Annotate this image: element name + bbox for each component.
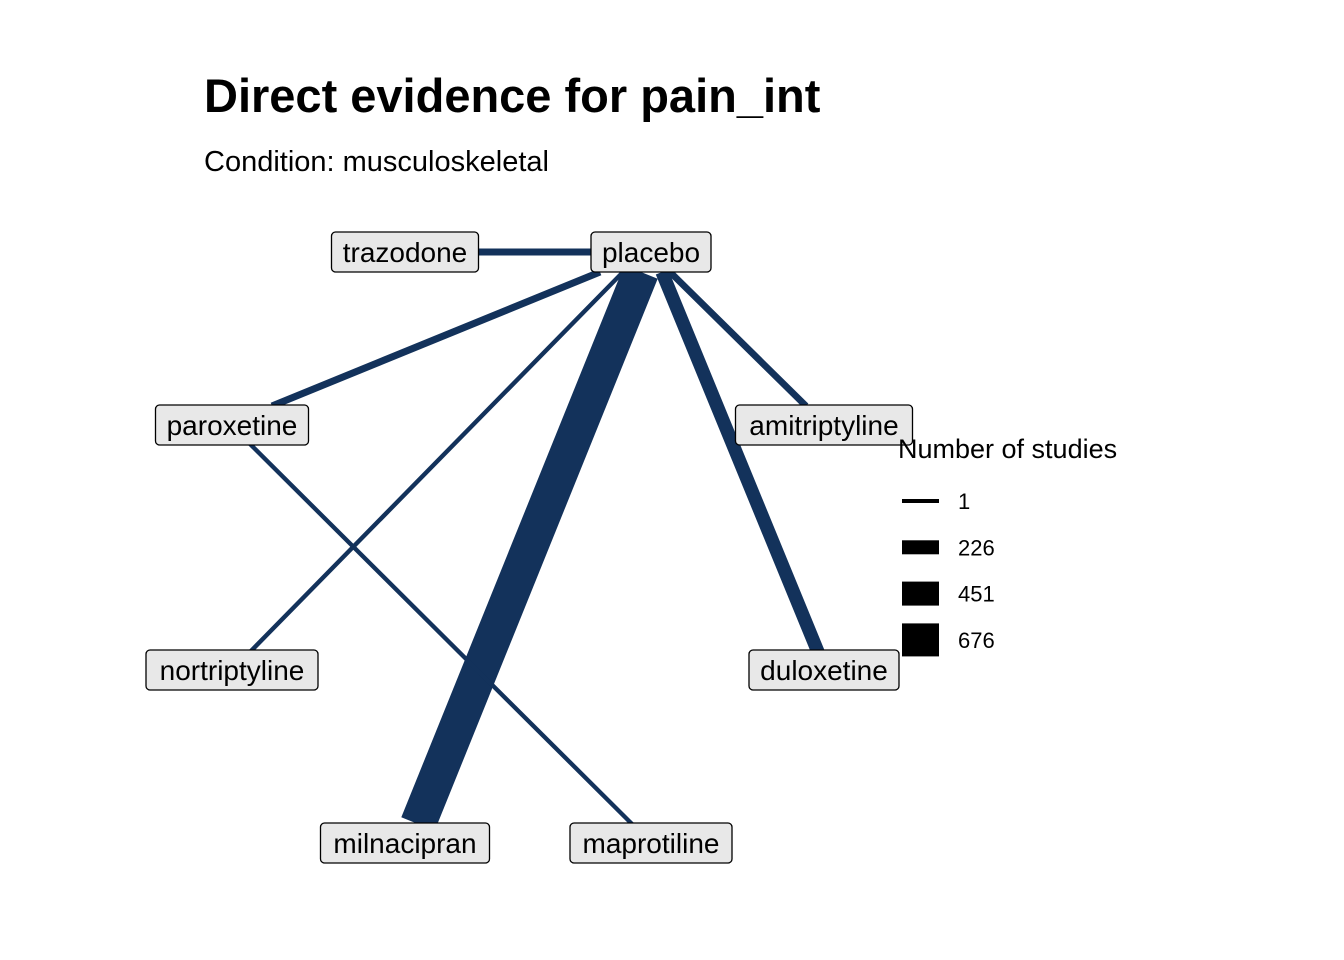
node-paroxetine: paroxetine [154, 404, 310, 446]
legend-title: Number of studies [898, 434, 1117, 464]
node-label: maprotiline [583, 828, 720, 859]
legend-label-676: 676 [958, 628, 995, 653]
edge-paroxetine-maprotiline [248, 442, 634, 826]
legend-label-226: 226 [958, 535, 995, 560]
legend-key-451 [902, 581, 939, 606]
edges-layer [248, 248, 825, 831]
legend-label-451: 451 [958, 582, 995, 607]
node-box [748, 649, 900, 691]
nodes-layer: trazodone placebo paroxetine amitriptyline n… [145, 231, 914, 864]
node-nortriptyline: nortriptyline [145, 649, 319, 691]
node-box [319, 822, 491, 864]
plot-subtitle: Condition: musculoskeletal [204, 146, 549, 178]
plot-title: Direct evidence for pain_int [204, 69, 821, 122]
node-label: nortriptyline [160, 655, 305, 686]
node-label: amitriptyline [749, 410, 898, 441]
legend-key-226 [902, 540, 939, 555]
node-label: milnacipran [333, 828, 476, 859]
legend: Number of studies 1 226 451 676 [898, 434, 1117, 657]
node-duloxetine: duloxetine [748, 649, 900, 691]
edge-placebo-paroxetine [270, 268, 602, 410]
node-box [330, 231, 480, 273]
edge-placebo-nortriptyline [248, 268, 627, 654]
edge-placebo-milnacipran [401, 265, 658, 831]
edge-placebo-duloxetine [655, 269, 825, 655]
node-maprotiline: maprotiline [569, 822, 733, 864]
node-box [154, 404, 310, 446]
legend-key-1 [902, 499, 939, 503]
node-label: placebo [602, 237, 700, 268]
node-amitriptyline: amitriptyline [734, 404, 914, 446]
node-trazodone: trazodone [330, 231, 480, 273]
node-box [590, 231, 712, 273]
node-label: trazodone [343, 237, 468, 268]
node-label: paroxetine [167, 410, 298, 441]
node-label: duloxetine [760, 655, 888, 686]
node-box [569, 822, 733, 864]
node-box [734, 404, 914, 446]
node-milnacipran: milnacipran [319, 822, 491, 864]
legend-key-676 [902, 623, 939, 657]
node-box [145, 649, 319, 691]
edge-placebo-amitriptyline [667, 269, 809, 409]
legend-label-1: 1 [958, 489, 970, 514]
node-placebo: placebo [590, 231, 712, 273]
